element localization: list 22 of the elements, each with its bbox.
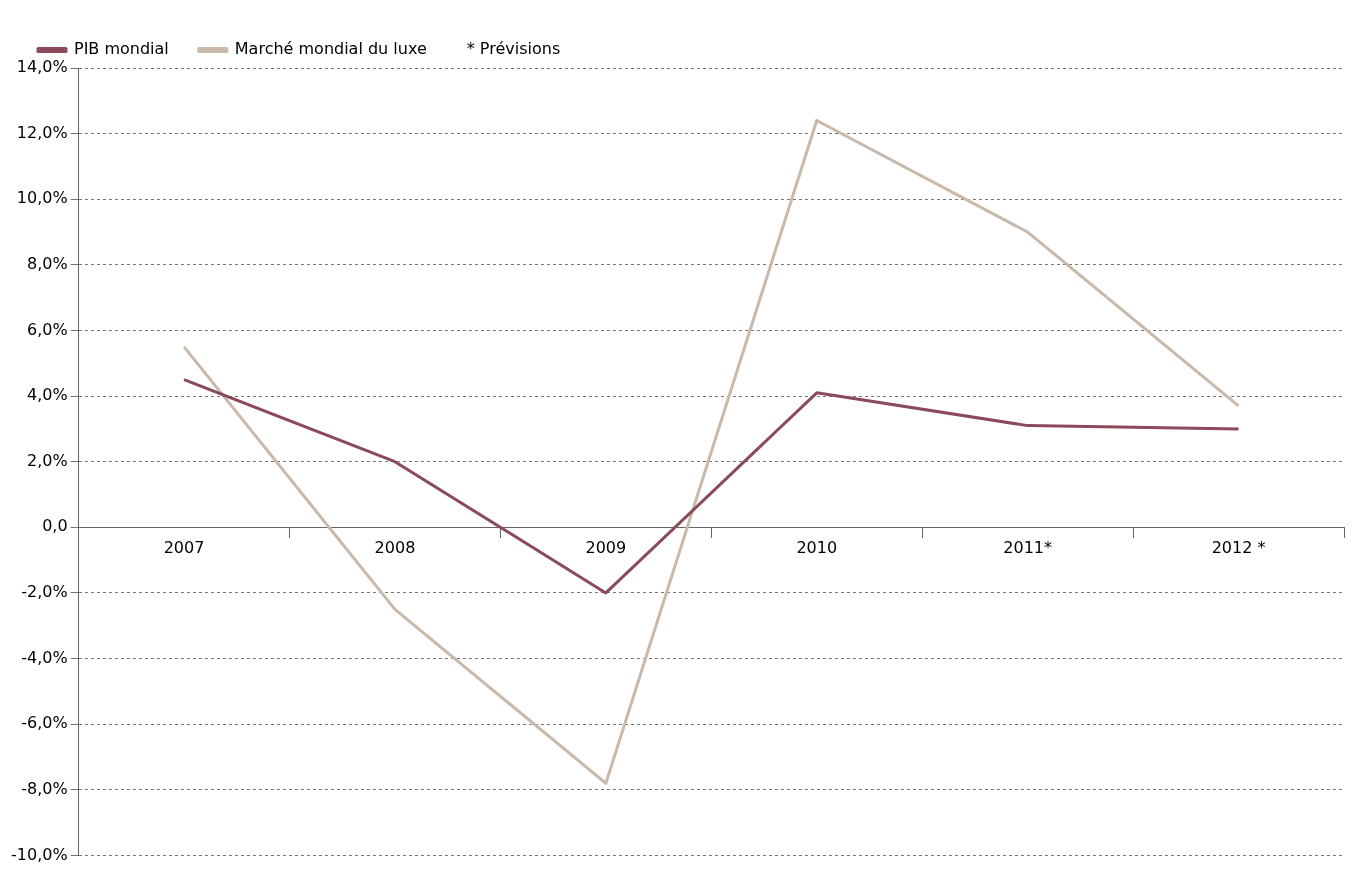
y-tick-label: 2,0% — [26, 450, 68, 470]
text: * Prévisions — [466, 39, 561, 59]
y-tick-label: 8,0% — [26, 254, 68, 274]
x-tick-label: 2010 — [796, 538, 838, 558]
y-tick-label: -2,0% — [21, 582, 68, 602]
x-tick-label: 2007 — [163, 538, 205, 558]
y-tick-label: -4,0% — [21, 647, 68, 667]
x-tick-label: 2009 — [585, 538, 627, 558]
y-tick-label: 6,0% — [26, 319, 68, 339]
legend-label: PIB mondial — [74, 39, 169, 59]
y-tick-label: -6,0% — [21, 713, 68, 733]
y-tick-label: 14,0% — [16, 57, 68, 77]
y-tick-label: 0,0 — [42, 516, 68, 536]
x-tick-label: 2008 — [374, 538, 416, 558]
legend-label: Marché mondial du luxe — [234, 39, 427, 59]
y-tick-label: 4,0% — [26, 385, 68, 405]
y-tick-label: -10,0% — [10, 844, 68, 864]
x-tick-label: 2012 * — [1211, 538, 1266, 558]
y-tick-label: 12,0% — [16, 122, 68, 142]
y-tick-label: -8,0% — [21, 778, 68, 798]
y-tick-label: 10,0% — [16, 188, 68, 208]
x-tick-label: 2011* — [1003, 538, 1053, 558]
